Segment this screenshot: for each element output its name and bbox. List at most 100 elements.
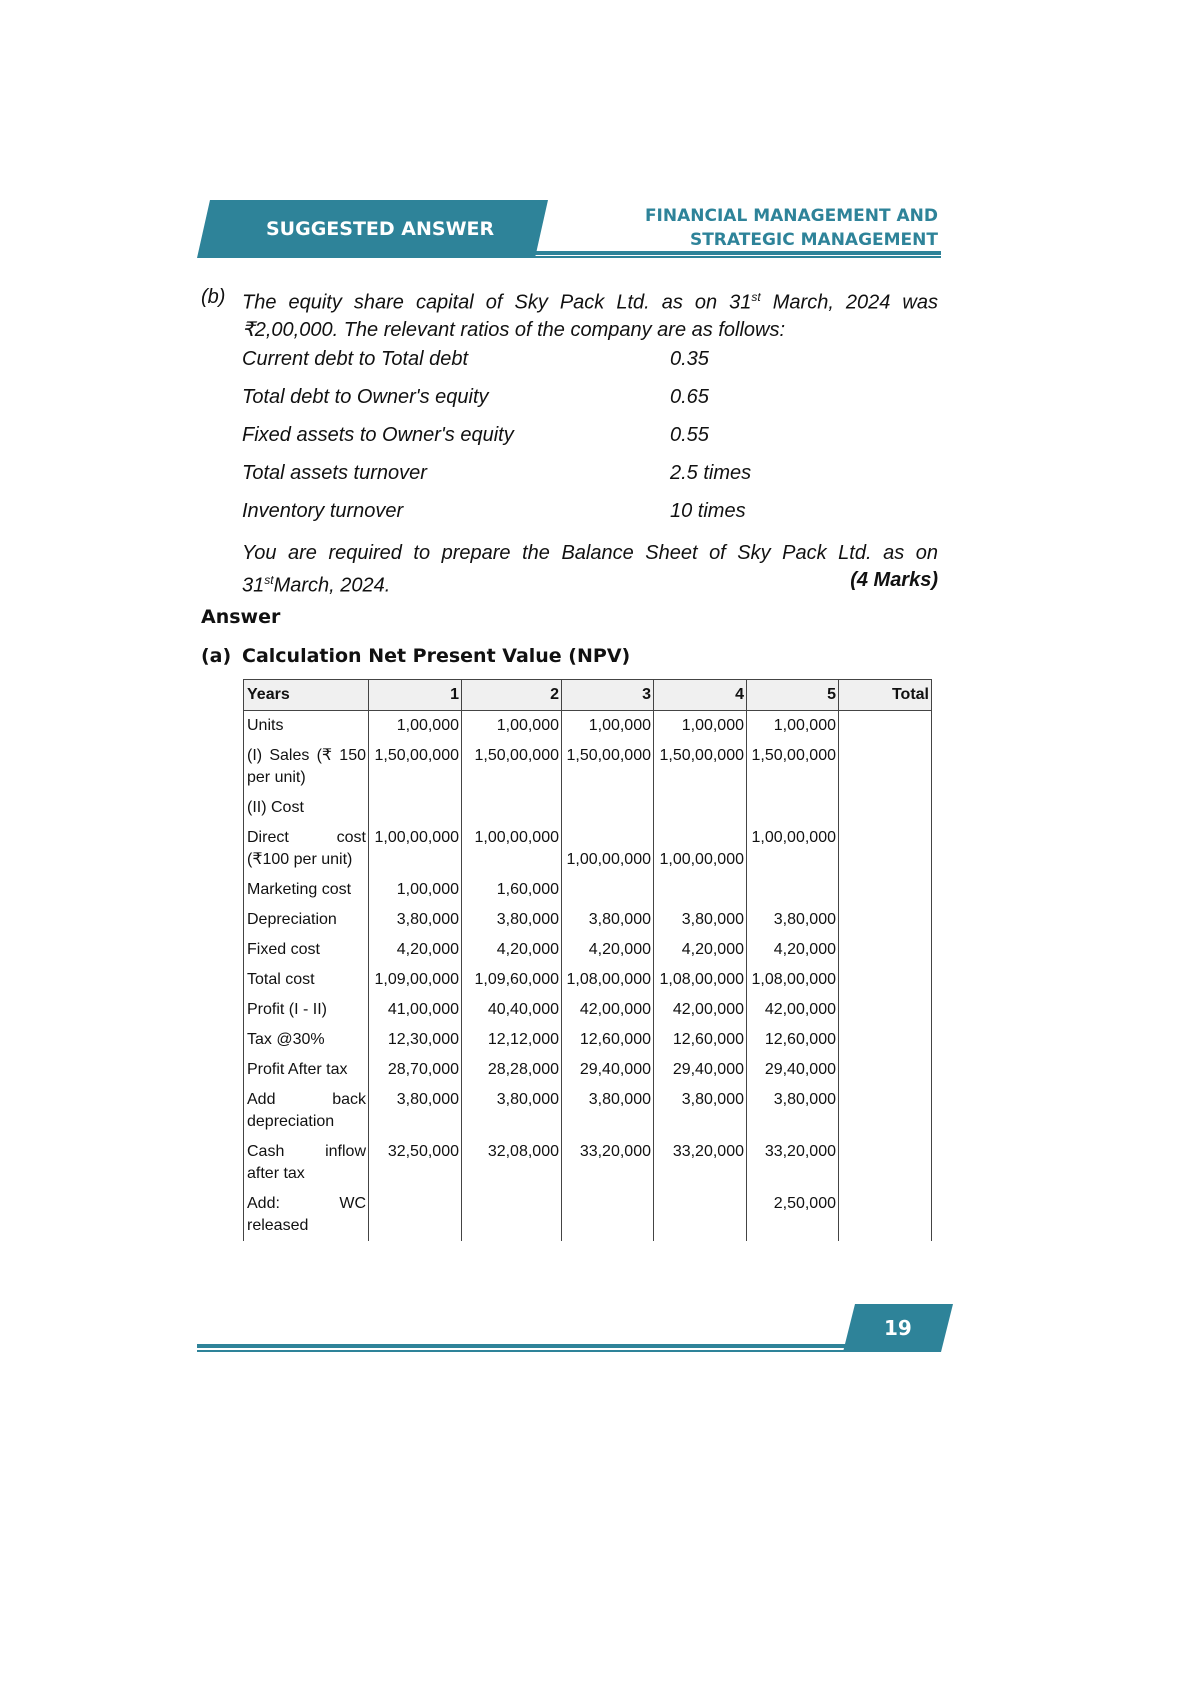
question-text: The equity share capital of Sky Pack Ltd… (242, 284, 938, 344)
cell (368, 793, 462, 823)
cell: 32,08,000 (461, 1137, 562, 1189)
header-banner (197, 200, 548, 258)
cell: 2,50,000 (746, 1189, 839, 1241)
cell: 3,80,000 (653, 905, 747, 935)
sup: st (264, 573, 274, 587)
cell: 3,80,000 (746, 1085, 839, 1137)
cell: 1,00,000 (653, 710, 747, 741)
table-row: Total cost 1,09,00,000 1,09,60,000 1,08,00,… (243, 965, 932, 995)
row-label: Cash inflow after tax (243, 1137, 369, 1189)
cell: 3,80,000 (461, 905, 562, 935)
table-row: Fixed cost 4,20,000 4,20,000 4,20,000 4,20,0… (243, 935, 932, 965)
row-label: Add: WC released (243, 1189, 369, 1241)
cell: 1,50,00,000 (561, 741, 654, 793)
header-row: Years 1 2 3 4 5 Total (243, 679, 932, 711)
cell (561, 1189, 654, 1241)
cell: 12,12,000 (461, 1025, 562, 1055)
cell (653, 875, 747, 905)
ratio-name: Total assets turnover (242, 462, 427, 484)
footer-rule-thin (197, 1350, 847, 1352)
header-rule-thin (535, 256, 941, 258)
instruction: You are required to prepare the Balance … (242, 540, 938, 600)
cell: 12,60,000 (653, 1025, 747, 1055)
cell (838, 741, 932, 793)
cell: 1,00,00,000 (461, 823, 562, 875)
header-right-line: STRATEGIC MANAGEMENT (689, 230, 938, 250)
cell: 4,20,000 (561, 935, 654, 965)
cell (561, 793, 654, 823)
table-row: Cash inflow after tax 32,50,000 32,08,000 3… (243, 1137, 932, 1189)
cell (838, 1055, 932, 1085)
cell: 3,80,000 (653, 1085, 747, 1137)
cell: 42,00,000 (561, 995, 654, 1025)
marks: (4 Marks) (850, 569, 938, 591)
row-label: Depreciation (243, 905, 369, 935)
cell: 29,40,000 (561, 1055, 654, 1085)
ratio-value: 0.35 (670, 348, 709, 370)
ratio-value: 2.5 times (670, 462, 752, 484)
cell (838, 710, 932, 741)
cell: 40,40,000 (461, 995, 562, 1025)
row-label: Fixed cost (243, 935, 369, 965)
cell: 1,00,000 (461, 710, 562, 741)
row-label: (I) Sales (₹ 150 per unit) (243, 741, 369, 793)
cell: 4,20,000 (368, 935, 462, 965)
section-label: (a) (201, 645, 232, 667)
column-header: Years (243, 679, 369, 711)
cell (461, 1189, 562, 1241)
cell (653, 1189, 747, 1241)
cell: 1,00,000 (368, 875, 462, 905)
cell: 12,60,000 (746, 1025, 839, 1055)
section-title: Calculation Net Present Value (NPV) (242, 645, 631, 667)
text: March, 2024. (273, 574, 391, 597)
column-header: Total (838, 679, 932, 711)
row-label: Direct cost (₹100 per unit) (243, 823, 369, 875)
ratio-name: Inventory turnover (242, 500, 404, 522)
question-label: (b) (201, 286, 226, 308)
cell (561, 875, 654, 905)
table-row: Add: WC released 2,50,000 (243, 1189, 932, 1241)
header-left: SUGGESTED ANSWER (266, 218, 495, 240)
row-label: (II) Cost (243, 793, 369, 823)
cell (838, 905, 932, 935)
cell: 29,40,000 (746, 1055, 839, 1085)
row-label: Total cost (243, 965, 369, 995)
cell: 29,40,000 (653, 1055, 747, 1085)
header-right: FINANCIAL MANAGEMENT AND STRATEGIC MANAG… (645, 204, 938, 252)
cell: 4,20,000 (653, 935, 747, 965)
cell (838, 793, 932, 823)
cell: 3,80,000 (461, 1085, 562, 1137)
table-row: Profit (I - II) 41,00,000 40,40,000 42,00,0… (243, 995, 932, 1025)
ratio-value: 10 times (670, 500, 746, 522)
column-header: 3 (561, 679, 654, 711)
cell: 1,60,000 (461, 875, 562, 905)
cell: 28,28,000 (461, 1055, 562, 1085)
ratio-name: Current debt to Total debt (242, 348, 469, 370)
column-header: 1 (368, 679, 462, 711)
cell: 4,20,000 (461, 935, 562, 965)
table-row: Direct cost (₹100 per unit) 1,00,00,000 1,… (243, 823, 932, 875)
header-right-line: FINANCIAL MANAGEMENT AND (644, 206, 938, 226)
cell: 1,00,000 (561, 710, 654, 741)
table-row: Marketing cost 1,00,000 1,60,000 (243, 875, 932, 905)
cell (838, 965, 932, 995)
cell: 1,08,00,000 (746, 965, 839, 995)
sup: st (751, 290, 761, 304)
cell: 33,20,000 (561, 1137, 654, 1189)
row-label: Profit (I - II) (243, 995, 369, 1025)
ratio-value: 0.65 (670, 386, 709, 408)
text: 31stMarch, 2024. (242, 567, 390, 600)
cell (746, 793, 839, 823)
text: March, 2024 was ₹2,00,000. The relevant … (242, 291, 938, 341)
cell: 42,00,000 (653, 995, 747, 1025)
cell: 1,00,00,000 (368, 823, 462, 875)
cell: 1,00,00,000 (746, 823, 839, 875)
table-row: Tax @30% 12,30,000 12,12,000 12,60,000 12,60… (243, 1025, 932, 1055)
cell: 1,00,000 (368, 710, 462, 741)
cell: 1,50,00,000 (653, 741, 747, 793)
cell: 1,00,00,000 (653, 823, 747, 875)
page-number: 19 (884, 1316, 912, 1340)
cell: 1,50,00,000 (368, 741, 462, 793)
npv-table: Years 1 2 3 4 5 Total Units 1,00,000 1,00,000 1,0… (243, 679, 932, 1241)
